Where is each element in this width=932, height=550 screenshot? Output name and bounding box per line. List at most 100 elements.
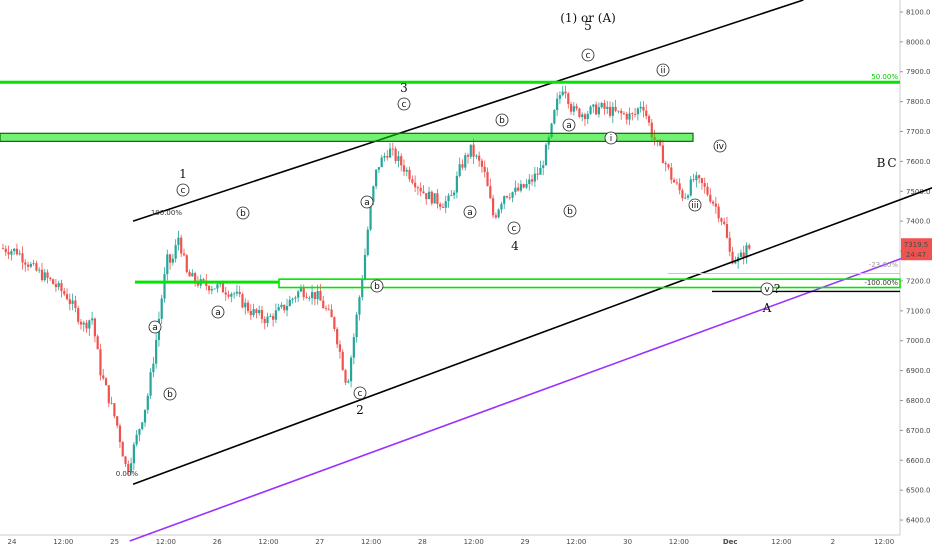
fib-label-minus-100: -100.00% xyxy=(864,279,898,287)
candle-body xyxy=(149,372,152,396)
candle-body xyxy=(405,169,408,172)
candle-body xyxy=(43,272,46,281)
candle xyxy=(589,105,592,115)
circled-label-text: a xyxy=(467,208,473,218)
candle xyxy=(675,178,678,186)
candle xyxy=(349,355,353,388)
candle-body xyxy=(670,167,673,180)
x-tick-label: 12:00 xyxy=(53,538,73,546)
candle-body xyxy=(285,306,289,311)
last-price-tag xyxy=(901,238,932,261)
candle-body xyxy=(416,187,420,189)
x-tick-label: 25 xyxy=(110,538,119,546)
candle xyxy=(233,291,236,299)
candle xyxy=(366,226,369,257)
candle xyxy=(380,155,383,168)
candle-body xyxy=(427,191,431,200)
candle-body xyxy=(608,106,612,116)
candle-body xyxy=(174,245,177,259)
candle-body xyxy=(723,221,726,224)
y-tick-label: 6500.0 xyxy=(906,487,931,495)
candle xyxy=(564,85,567,99)
candle xyxy=(7,245,10,260)
candle-body xyxy=(422,191,425,194)
candle-body xyxy=(714,203,717,207)
candle xyxy=(628,107,631,126)
candle-body xyxy=(486,171,489,187)
candle-body xyxy=(377,167,381,170)
candle xyxy=(224,286,227,301)
circled-label-ring xyxy=(360,195,374,209)
candle-body xyxy=(372,186,375,202)
candle xyxy=(567,91,570,109)
candle-body xyxy=(497,209,500,218)
wave-label-1: 1 xyxy=(179,167,187,181)
fib-label-minus-23: -23.60% xyxy=(869,261,899,269)
candle-body xyxy=(54,284,58,288)
candle xyxy=(13,248,16,255)
candle xyxy=(530,174,534,186)
fib-label-0: 0.00% xyxy=(116,470,139,478)
candle xyxy=(597,102,600,118)
circled-label-ring xyxy=(688,198,702,212)
y-tick-label: 6400.0 xyxy=(906,517,931,525)
candle-body xyxy=(333,317,336,329)
candle xyxy=(63,287,66,297)
circled-label-text: iv xyxy=(716,142,725,152)
candle xyxy=(377,167,381,174)
candle-body xyxy=(102,375,105,379)
candle xyxy=(388,142,392,159)
candle xyxy=(166,249,169,281)
candle-body xyxy=(633,114,637,115)
candle-body xyxy=(508,197,511,199)
candle xyxy=(561,86,564,97)
candle xyxy=(246,300,250,314)
candle-body xyxy=(252,309,255,316)
candle xyxy=(344,369,347,386)
circled-label-text: a xyxy=(215,308,221,318)
candle-body xyxy=(235,291,239,294)
candle xyxy=(522,183,525,189)
candle-body xyxy=(734,261,737,264)
candle-body xyxy=(558,95,562,99)
x-tick-label: 29 xyxy=(521,538,530,546)
candle-body xyxy=(210,288,213,291)
candle-body xyxy=(246,302,250,312)
candle-body xyxy=(188,272,191,277)
candle-body xyxy=(425,193,428,200)
candle-body xyxy=(583,114,587,120)
candle xyxy=(444,195,447,213)
candle-body xyxy=(500,203,503,210)
candle xyxy=(681,188,684,202)
y-tick-label: 7600.0 xyxy=(906,158,931,166)
candle-body xyxy=(219,283,222,285)
candle xyxy=(430,190,433,206)
candle xyxy=(695,171,698,188)
candle-body xyxy=(132,444,135,464)
candle xyxy=(600,101,603,109)
candle-body xyxy=(517,187,520,191)
candle xyxy=(174,239,177,263)
candle xyxy=(469,144,472,160)
candle xyxy=(480,158,484,173)
candle-body xyxy=(294,297,297,299)
candle xyxy=(703,177,706,194)
candle xyxy=(32,259,35,266)
candle-body xyxy=(344,370,347,383)
candle xyxy=(333,316,336,332)
candle xyxy=(542,160,545,176)
candle xyxy=(639,101,642,113)
candle-body xyxy=(494,215,497,218)
last-price-value: 7319.5 xyxy=(904,241,929,249)
candle-body xyxy=(400,156,403,166)
candle-body xyxy=(536,173,539,175)
candle xyxy=(68,293,71,311)
candle-body xyxy=(52,279,55,285)
candle xyxy=(110,396,113,405)
candle-body xyxy=(24,262,27,265)
candle-body xyxy=(260,310,264,320)
candle xyxy=(152,356,155,378)
candle xyxy=(79,318,83,330)
